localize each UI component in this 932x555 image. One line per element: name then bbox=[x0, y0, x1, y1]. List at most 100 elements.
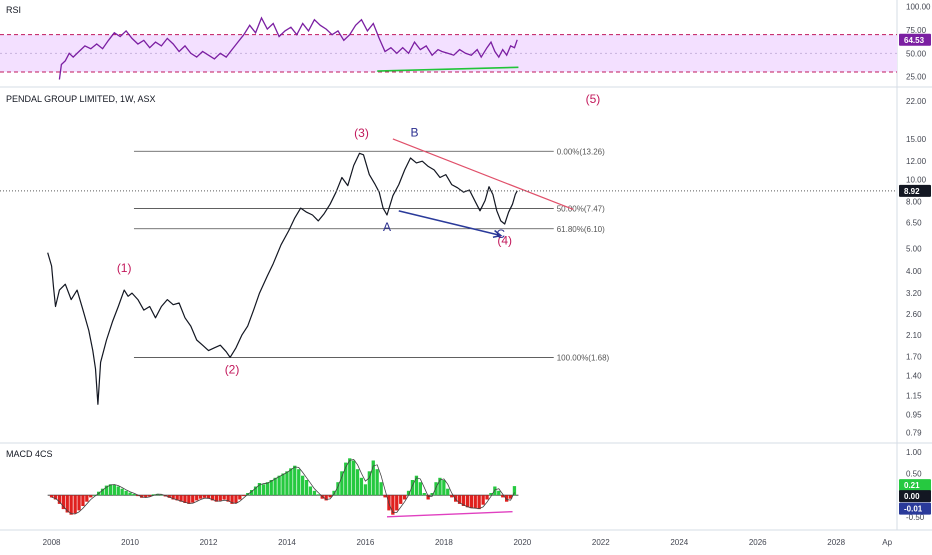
macd-histogram-bar bbox=[312, 490, 317, 496]
macd-histogram-bar bbox=[269, 480, 273, 496]
macd-histogram-bar bbox=[136, 495, 140, 497]
macd-histogram-bar bbox=[352, 460, 356, 496]
elliott-wave-label: (2) bbox=[225, 363, 240, 377]
fib-level-label: 0.00%(13.26) bbox=[557, 147, 605, 156]
macd-histogram-bar bbox=[183, 495, 187, 503]
macd-pane-title: MACD 4CS bbox=[6, 449, 53, 459]
macd-histogram-bar bbox=[148, 495, 152, 497]
current-price-badge bbox=[899, 184, 931, 197]
macd-histogram-bar bbox=[477, 495, 481, 510]
macd-histogram-bar bbox=[403, 495, 407, 500]
macd-value-label: 0.00 bbox=[904, 492, 920, 501]
macd-histogram-bar bbox=[77, 495, 81, 511]
macd-histogram-bar bbox=[293, 465, 297, 496]
time-axis-tick: 2012 bbox=[200, 538, 218, 547]
time-axis-tick: 2018 bbox=[435, 538, 453, 547]
macd-histogram-bar bbox=[457, 495, 462, 504]
arrow-right-icon bbox=[398, 210, 501, 237]
macd-histogram-bar bbox=[485, 495, 489, 500]
macd-histogram-bar bbox=[434, 482, 438, 496]
macd-histogram-bar bbox=[195, 495, 199, 501]
macd-histogram-bar bbox=[167, 495, 171, 498]
rsi-axis-tick: 25.00 bbox=[906, 73, 927, 82]
macd-histogram-bar bbox=[508, 495, 513, 499]
rsi-line bbox=[58, 16, 518, 80]
macd-histogram-bar bbox=[187, 495, 191, 504]
macd-histogram-bar bbox=[344, 462, 348, 496]
macd-histogram-bar bbox=[261, 484, 266, 496]
rsi-axis-tick: 100.00 bbox=[906, 3, 931, 12]
macd-histogram-bar bbox=[371, 460, 375, 496]
macd-histogram-bar bbox=[481, 495, 485, 505]
macd-histogram-bar bbox=[332, 490, 336, 496]
macd-histogram-bar bbox=[73, 495, 77, 514]
macd-histogram-bar bbox=[277, 475, 281, 496]
price-axis-tick: 1.70 bbox=[906, 352, 922, 361]
price-axis-tick: 10.00 bbox=[906, 175, 927, 184]
time-axis-tick: Ap bbox=[882, 538, 892, 547]
resistance-trendline bbox=[392, 138, 574, 211]
macd-histogram-bar bbox=[395, 495, 399, 511]
rsi-axis-tick: 50.00 bbox=[906, 49, 927, 58]
macd-histogram-bar bbox=[410, 480, 415, 496]
macd-histogram-bar bbox=[210, 495, 215, 501]
macd-value-label: 0.21 bbox=[904, 481, 920, 490]
macd-histogram-bar bbox=[438, 477, 442, 496]
macd-histogram-bar bbox=[175, 495, 179, 501]
macd-histogram-bar bbox=[273, 477, 277, 496]
time-axis-tick: 2022 bbox=[592, 538, 610, 547]
abc-wave-label: A bbox=[383, 220, 391, 234]
elliott-wave-label: (5) bbox=[586, 92, 601, 106]
macd-histogram-bar bbox=[242, 495, 246, 497]
macd-histogram-bar bbox=[69, 495, 73, 515]
macd-histogram-bar bbox=[179, 495, 183, 502]
rsi-axis-tick: 75.00 bbox=[906, 26, 927, 35]
rsi-value-label: 64.53 bbox=[904, 36, 925, 45]
macd-histogram-bar bbox=[81, 495, 85, 506]
macd-histogram-bar bbox=[426, 495, 430, 500]
macd-histogram-bar bbox=[281, 473, 285, 496]
macd-histogram-bar bbox=[214, 495, 218, 502]
price-axis-tick: 4.00 bbox=[906, 267, 922, 276]
elliott-wave-label: (3) bbox=[354, 126, 369, 140]
macd-histogram-bar bbox=[285, 471, 289, 496]
macd-histogram-bar bbox=[301, 475, 305, 496]
macd-histogram-bar bbox=[450, 495, 454, 498]
macd-histogram-bar bbox=[65, 495, 69, 513]
macd-histogram-bar bbox=[144, 495, 148, 498]
macd-histogram-bar bbox=[234, 495, 238, 503]
macd-histogram-bar bbox=[49, 495, 54, 498]
time-axis-tick: 2026 bbox=[749, 538, 767, 547]
time-axis-tick: 2020 bbox=[513, 538, 531, 547]
macd-histogram-bar bbox=[442, 480, 446, 496]
macd-histogram-bar bbox=[469, 495, 473, 509]
rsi-pane-title: RSI bbox=[6, 5, 21, 15]
macd-histogram-bar bbox=[104, 485, 109, 496]
macd-histogram-bar bbox=[324, 495, 328, 501]
macd-histogram-bar bbox=[461, 495, 466, 506]
macd-histogram-bar bbox=[414, 475, 419, 496]
fib-level-label: 100.00%(1.68) bbox=[557, 353, 610, 362]
time-axis-tick: 2014 bbox=[278, 538, 296, 547]
macd-histogram-bar bbox=[336, 482, 340, 496]
macd-histogram-bar bbox=[222, 495, 226, 500]
abc-wave-label: C bbox=[496, 227, 505, 241]
macd-histogram-bar bbox=[61, 495, 65, 510]
macd-histogram-bar bbox=[379, 482, 383, 496]
fib-level-label: 50.00%(7.47) bbox=[557, 205, 605, 214]
macd-histogram-bar bbox=[304, 480, 309, 496]
macd-histogram-bar bbox=[218, 495, 222, 501]
macd-histogram-bar bbox=[328, 495, 332, 498]
macd-histogram-bar bbox=[383, 495, 387, 498]
macd-histogram-bar bbox=[202, 495, 207, 498]
macd-histogram-bar bbox=[199, 495, 203, 499]
macd-histogram-bar bbox=[505, 495, 509, 502]
macd-histogram-bar bbox=[226, 495, 230, 502]
macd-histogram-bar bbox=[85, 495, 89, 502]
macd-histogram-bar bbox=[171, 495, 175, 500]
macd-histogram-bar bbox=[473, 495, 477, 509]
macd-histogram-bar bbox=[454, 495, 458, 502]
macd-histogram-bar bbox=[93, 495, 97, 496]
